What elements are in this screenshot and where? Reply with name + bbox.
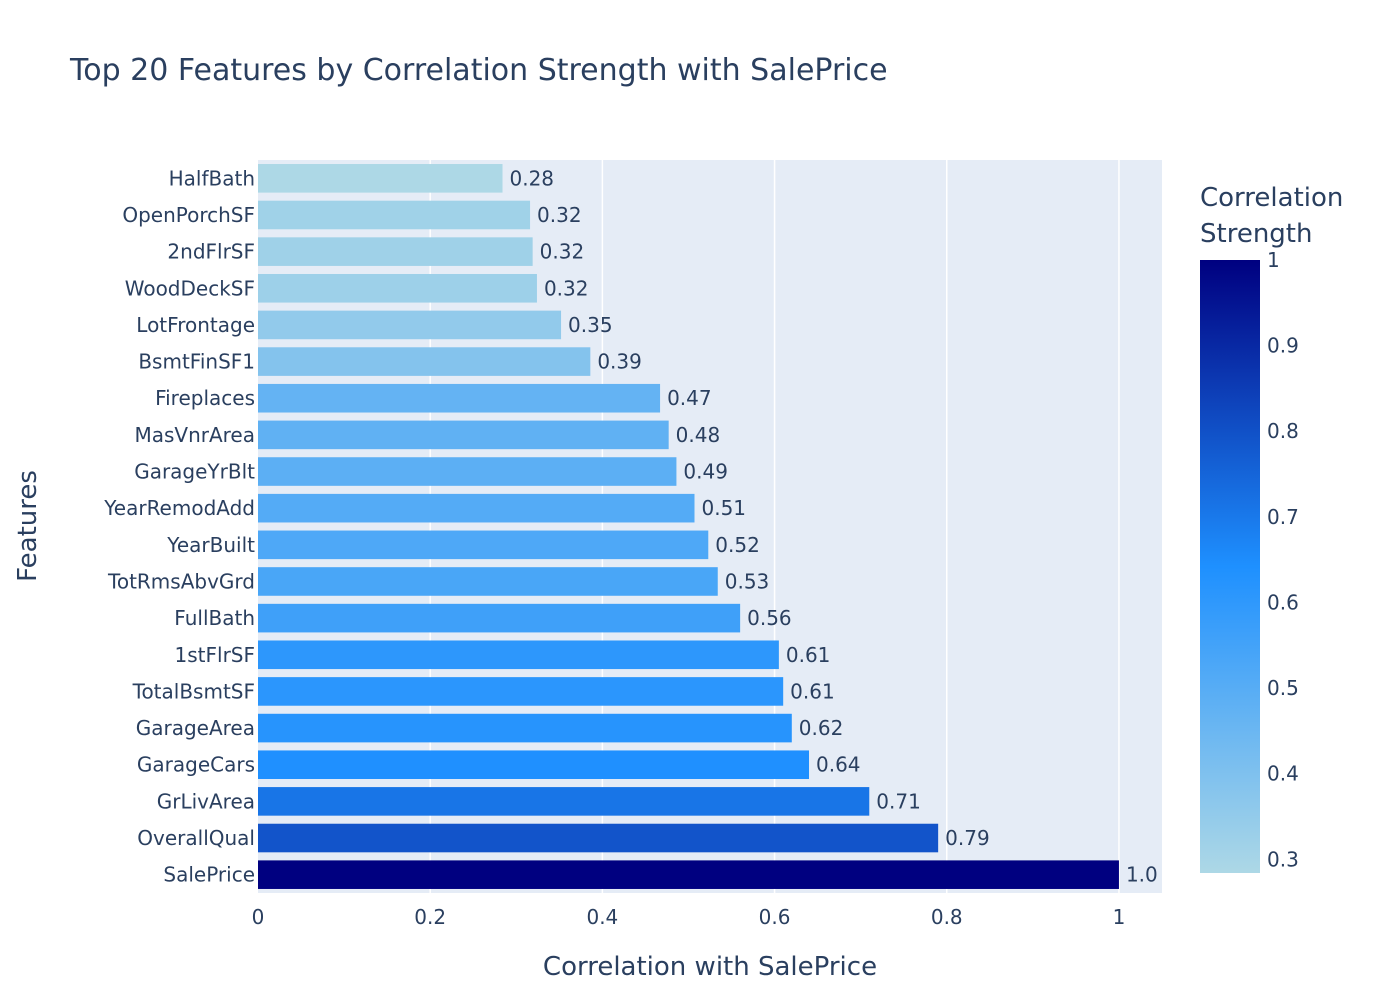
colorbar-tick-label: 0.9 [1267,334,1299,358]
data-label: 0.28 [510,166,555,190]
data-label: 0.62 [799,716,844,740]
x-tick-label: 0.8 [931,905,963,929]
category-label: MasVnrArea [134,423,255,447]
category-label: GarageYrBlt [134,460,255,484]
bar [258,457,677,486]
category-label: Fireplaces [155,386,255,410]
x-tick-label: 1 [1113,905,1126,929]
bar [258,713,792,743]
bar [258,347,591,376]
category-label: YearBuilt [166,533,255,557]
bar [258,677,784,706]
colorbar-tick-label: 0.4 [1267,762,1299,786]
colorbar-tick-label: 1 [1267,248,1280,272]
category-label: 1stFlrSF [175,643,255,667]
colorbar-tick-label: 0.7 [1267,505,1299,529]
category-label: FullBath [174,606,255,630]
data-label: 0.39 [597,350,642,374]
category-label: HalfBath [169,166,255,190]
colorbar-tick-label: 0.3 [1267,847,1299,871]
colorbar [1200,260,1260,873]
category-label: GarageArea [136,716,255,740]
colorbar-tick-label: 0.6 [1267,590,1299,614]
category-label: GarageCars [137,753,255,777]
category-labels-group: SalePrice OverallQual GrLivArea GarageCars G… [103,166,255,886]
x-tick-label: 0.2 [414,905,446,929]
colorbar-title-line-1: Correlation [1200,183,1343,213]
data-label: 0.71 [876,789,921,813]
data-label: 0.52 [715,533,760,557]
category-label: OverallQual [137,826,255,850]
data-label: 0.49 [683,460,728,484]
data-label: 0.51 [702,496,747,520]
data-label: 0.47 [667,386,712,410]
category-label: BsmtFinSF1 [138,350,255,374]
bars-group [258,164,1119,889]
data-label: 0.56 [747,606,792,630]
data-label: 0.48 [676,423,721,447]
bar [258,164,503,193]
data-label: 0.61 [786,643,831,667]
bar [258,640,779,670]
colorbar-title-line-2: Strength [1200,219,1312,249]
x-tick-label: 0 [252,905,265,929]
bar [258,237,533,266]
data-label: 0.61 [790,679,835,703]
category-label: OpenPorchSF [122,203,255,227]
bar [258,493,695,523]
category-label: 2ndFlrSF [167,240,255,264]
data-label: 0.35 [568,313,613,337]
bar [258,823,939,853]
category-label: GrLivArea [157,789,255,813]
data-label: 0.79 [945,826,990,850]
bar [258,750,810,780]
bar [258,530,709,560]
category-label: TotRmsAbvGrd [107,569,255,593]
category-label: TotalBsmtSF [132,679,255,703]
chart-title: Top 20 Features by Correlation Strength … [69,53,888,88]
data-label: 0.53 [725,569,770,593]
colorbar-ticks-group: 0.3 0.4 0.5 0.6 0.7 0.8 0.9 1 [1267,248,1299,871]
y-axis-title: Features [13,470,43,582]
colorbar-tick-label: 0.8 [1267,419,1299,443]
data-label: 0.64 [816,753,861,777]
data-label: 0.32 [544,276,589,300]
x-axis-title: Correlation with SalePrice [543,952,877,982]
bar [258,860,1119,889]
bar [258,787,870,816]
data-label: 1.0 [1126,863,1158,887]
category-label: SalePrice [163,863,255,887]
bar [258,420,669,450]
bar [258,200,531,230]
category-label: YearRemodAdd [103,496,255,520]
bar [258,603,741,633]
bar [258,383,661,413]
plot-area [258,160,1162,893]
x-tick-labels-group: 0 0.2 0.4 0.6 0.8 1 [252,905,1126,929]
x-tick-label: 0.6 [759,905,791,929]
category-label: LotFrontage [136,313,255,337]
bar [258,310,562,340]
bar [258,567,718,596]
data-label: 0.32 [537,203,582,227]
colorbar-tick-label: 0.5 [1267,676,1299,700]
bar [258,273,537,303]
data-label: 0.32 [540,240,585,264]
x-tick-label: 0.4 [586,905,618,929]
category-label: WoodDeckSF [125,276,255,300]
data-labels-group: 1.0 0.79 0.71 0.64 0.62 0.61 0.61 0.56 0.53 0.52 0… [510,166,1158,886]
